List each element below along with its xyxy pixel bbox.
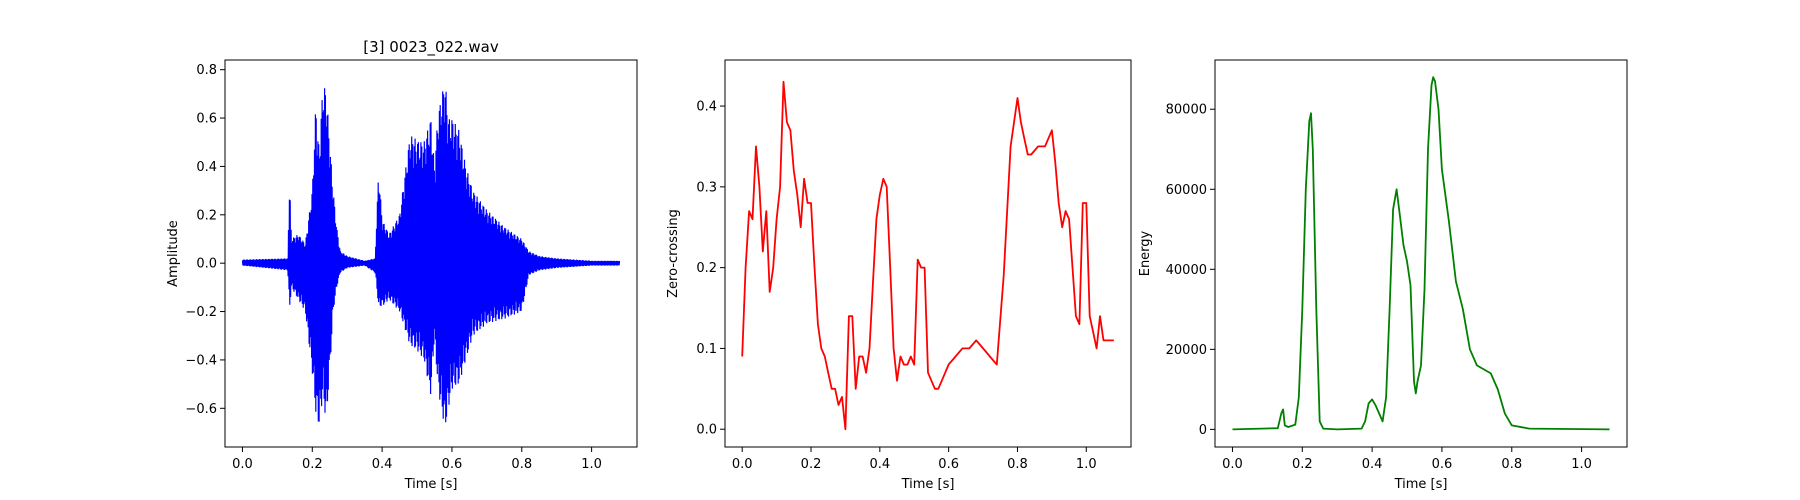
x-tick-label: 0.4 bbox=[1362, 457, 1383, 472]
x-tick-label: 1.0 bbox=[581, 457, 602, 472]
x-tick-label: 1.0 bbox=[1076, 457, 1097, 472]
x-axis-label: Time [s] bbox=[404, 477, 458, 492]
y-axis-label: Zero-crossing bbox=[666, 209, 681, 298]
x-tick-label: 0.8 bbox=[511, 457, 532, 472]
subplot-3: 0.0 0.2 0.4 0.6 0.8 1.0 0 20000 40000 60000 80000 T… bbox=[1138, 59, 1628, 492]
y-tick-label: −0.6 bbox=[185, 402, 217, 417]
y-tick-label: 0.3 bbox=[696, 180, 717, 195]
y-tick-label: 0.8 bbox=[196, 63, 217, 78]
subplots: 0.0 0.2 0.4 0.6 0.8 1.0−0.6−0.4−0.20.00.20.40… bbox=[166, 38, 1628, 492]
series-line-1-1 bbox=[241, 88, 621, 423]
y-axis-label: Energy bbox=[1138, 230, 1153, 276]
plot-frame bbox=[724, 59, 1132, 448]
y-tick-label: 80000 bbox=[1166, 103, 1207, 118]
y-tick-label: 0.4 bbox=[196, 160, 217, 175]
y-tick-label: 0.0 bbox=[696, 423, 717, 438]
y-tick-label: −0.4 bbox=[185, 353, 217, 368]
y-tick-label: 0.2 bbox=[196, 208, 217, 223]
x-tick-label: 0.0 bbox=[232, 457, 253, 472]
x-tick-label: 0.6 bbox=[442, 457, 463, 472]
plot-frame bbox=[224, 59, 638, 448]
x-tick-label: 0.2 bbox=[801, 457, 822, 472]
x-tick-label: 0.0 bbox=[1222, 457, 1243, 472]
x-tick-label: 0.4 bbox=[869, 457, 890, 472]
y-tick-label: −0.2 bbox=[185, 305, 217, 320]
y-tick-label: 0.0 bbox=[196, 257, 217, 272]
x-tick-label: 0.2 bbox=[1292, 457, 1313, 472]
x-tick-label: 0.0 bbox=[732, 457, 753, 472]
x-tick-label: 0.4 bbox=[372, 457, 393, 472]
y-tick-label: 40000 bbox=[1166, 263, 1207, 278]
plot-frame bbox=[1214, 59, 1628, 448]
subplot-1: 0.0 0.2 0.4 0.6 0.8 1.0 −0.6 −0.4 −0.2 0.0 0.2 0.4 0… bbox=[166, 38, 638, 492]
series-line-3-1 bbox=[1232, 76, 1610, 431]
y-tick-label: 0.4 bbox=[696, 100, 717, 115]
x-axis-label: Time [s] bbox=[901, 477, 955, 492]
x-tick-label: 0.8 bbox=[1501, 457, 1522, 472]
chart-title: [3] 0023_022.wav bbox=[363, 38, 499, 57]
y-tick-label: 0.1 bbox=[696, 342, 717, 357]
y-axis-label: Amplitude bbox=[166, 220, 181, 287]
x-axis-label: Time [s] bbox=[1394, 477, 1448, 492]
x-tick-label: 0.8 bbox=[1007, 457, 1028, 472]
x-tick-label: 0.6 bbox=[938, 457, 959, 472]
y-tick-label: 0.2 bbox=[696, 261, 717, 276]
y-tick-label: 0.6 bbox=[196, 112, 217, 127]
series-line-2-1 bbox=[741, 80, 1114, 431]
x-tick-label: 0.2 bbox=[302, 457, 323, 472]
x-tick-label: 1.0 bbox=[1571, 457, 1592, 472]
y-tick-label: 20000 bbox=[1166, 343, 1207, 358]
y-tick-label: 0 bbox=[1199, 423, 1207, 438]
y-tick-label: 60000 bbox=[1166, 183, 1207, 198]
subplot-2: 0.0 0.2 0.4 0.6 0.8 1.0 0.0 0.1 0.2 0.3 0.4 Time [s… bbox=[666, 59, 1132, 492]
x-tick-label: 0.6 bbox=[1432, 457, 1453, 472]
